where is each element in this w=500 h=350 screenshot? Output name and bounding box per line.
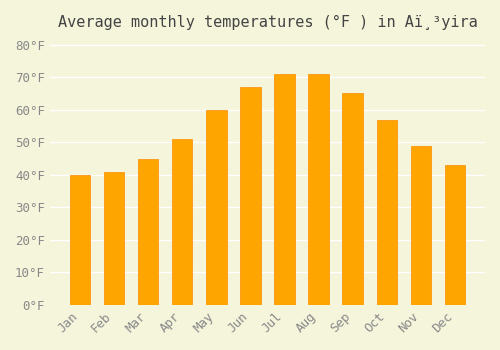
Bar <box>240 87 260 305</box>
Bar <box>206 110 227 305</box>
Bar <box>138 159 158 305</box>
Bar <box>445 165 465 305</box>
Bar <box>410 146 431 305</box>
Bar <box>342 93 363 305</box>
Bar <box>172 139 193 305</box>
Bar <box>70 175 90 305</box>
Title: Average monthly temperatures (°F ) in Aï¸³yira: Average monthly temperatures (°F ) in Aï… <box>58 15 478 30</box>
Bar <box>274 74 294 305</box>
Bar <box>376 119 397 305</box>
Bar <box>308 74 329 305</box>
Bar <box>104 172 124 305</box>
